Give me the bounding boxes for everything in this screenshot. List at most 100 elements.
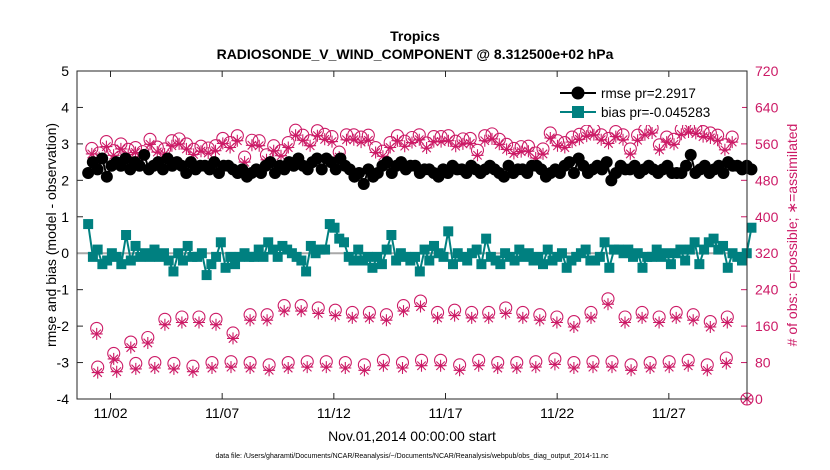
obs-assimilated-marker <box>442 134 455 147</box>
obs-assimilated-marker <box>529 152 542 164</box>
obs-assimilated-marker <box>617 133 629 146</box>
obs-assimilated-marker <box>670 311 683 324</box>
bias-marker <box>381 244 392 255</box>
bias-marker <box>121 230 132 240</box>
obs-assimilated-marker <box>522 145 535 158</box>
obs-assimilated-marker <box>500 143 513 156</box>
x-tick-label: 11/27 <box>652 405 686 421</box>
obs-assimilated-marker <box>282 362 295 374</box>
legend-bias-marker <box>572 106 584 118</box>
obs-assimilated-marker <box>471 149 484 162</box>
obs-assimilated-marker <box>304 139 317 152</box>
obs-assimilated-marker <box>238 156 251 169</box>
rmse-marker <box>100 170 113 183</box>
rmse-marker <box>353 167 366 180</box>
bias-marker <box>538 259 549 270</box>
obs-assimilated-marker <box>355 136 368 149</box>
obs-assimilated-marker <box>396 362 409 374</box>
rmse-marker <box>357 177 370 190</box>
obs-assimilated-marker <box>625 364 638 377</box>
y-right-tick-label: 160 <box>755 318 779 334</box>
y-left-tick-label: 2 <box>61 172 69 188</box>
obs-assimilated-marker <box>465 311 478 324</box>
bias-marker <box>523 248 534 259</box>
obs-assimilated-marker <box>415 359 428 372</box>
bias-marker <box>296 255 307 266</box>
plot-area: -4 -3 -2 -1 0 1 2 3 4 5 0 80 160 240 320 400 480 560 640 72… <box>57 63 779 421</box>
y-left-tick-label: -1 <box>57 282 70 298</box>
bias-marker <box>301 266 312 277</box>
rmse-marker <box>381 156 394 169</box>
obs-assimilated-marker <box>329 309 342 322</box>
obs-assimilated-marker <box>362 134 375 147</box>
obs-assimilated-marker <box>499 307 512 320</box>
bias-marker <box>680 255 691 266</box>
obs-assimilated-marker <box>464 137 477 150</box>
obs-assimilated-marker <box>609 130 622 143</box>
rmse-marker <box>180 167 193 180</box>
obs-assimilated-marker <box>210 318 222 331</box>
bias-marker <box>149 244 160 255</box>
obs-assimilated-marker <box>391 134 404 147</box>
bias-marker <box>144 251 155 262</box>
y-right-tick-label: 320 <box>755 245 779 261</box>
bias-marker <box>684 244 695 255</box>
obs-assimilated-marker <box>165 139 178 152</box>
bias-marker <box>580 244 591 255</box>
y-right-tick-label: 400 <box>755 209 779 225</box>
axes-frame <box>76 70 748 400</box>
bias-marker <box>215 237 226 248</box>
y-right-tick-label: 80 <box>755 355 771 371</box>
obs-assimilated-marker <box>253 139 266 152</box>
rmse-marker <box>497 170 510 183</box>
rmse-marker <box>91 163 104 176</box>
obs-assimilated-marker <box>339 362 352 374</box>
obs-assimilated-marker <box>697 130 710 143</box>
legend-bias-label: bias pr=-0.045283 <box>601 105 710 120</box>
y-left-tick-label: 1 <box>61 209 69 225</box>
bias-marker <box>447 259 458 270</box>
y-right-tick-label: 240 <box>755 282 779 298</box>
bias-marker <box>391 255 402 266</box>
obs-assimilated-marker <box>141 337 154 349</box>
bias-marker <box>125 255 136 266</box>
obs-assimilated-marker <box>550 316 563 329</box>
bias-marker <box>248 251 259 262</box>
bias-marker <box>495 259 506 270</box>
obs-assimilated-marker <box>110 365 123 378</box>
rmse-marker <box>600 156 613 169</box>
obs-assimilated-marker <box>675 128 688 141</box>
chart-title: Tropics <box>390 28 440 44</box>
obs-assimilated-marker <box>456 137 469 150</box>
rmse-marker <box>684 148 697 161</box>
bias-marker <box>163 255 174 266</box>
obs-assimilated-marker <box>567 321 580 333</box>
bias-marker <box>182 240 193 251</box>
obs-assimilated-marker <box>175 316 188 329</box>
obs-assimilated-marker <box>653 143 666 156</box>
obs-assimilated-marker <box>567 362 580 374</box>
obs-assimilated-marker <box>453 364 466 377</box>
legend: rmse pr=2.2917 bias pr=-0.045283 <box>556 80 742 125</box>
bias-marker <box>722 262 733 273</box>
bias-marker <box>87 251 98 262</box>
obs-assimilated-marker <box>687 314 700 327</box>
obs-assimilated-marker <box>548 358 561 371</box>
obs-assimilated-marker <box>414 300 427 313</box>
obs-assimilated-marker <box>431 311 444 324</box>
bias-marker <box>689 237 700 248</box>
obs-assimilated-marker <box>533 314 546 327</box>
y-left-tick-label: 3 <box>61 136 69 152</box>
bias-marker <box>561 262 572 273</box>
obs-assimilated-marker <box>224 141 237 154</box>
obs-assimilated-marker <box>296 134 309 147</box>
obs-assimilated-marker <box>397 305 410 318</box>
bias-marker <box>111 251 122 262</box>
y-left-tick-label: -2 <box>57 318 70 334</box>
obs-assimilated-marker <box>275 149 287 162</box>
obs-assimilated-marker <box>558 141 571 154</box>
obs-assimilated-marker <box>472 359 485 372</box>
obs-assimilated-marker <box>85 147 98 160</box>
obs-assimilated-marker <box>398 140 411 153</box>
bias-marker <box>708 233 719 244</box>
